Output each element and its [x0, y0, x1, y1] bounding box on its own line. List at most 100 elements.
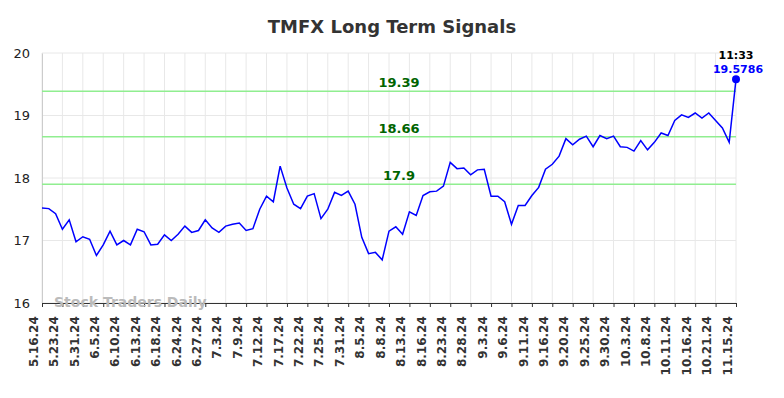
tick: 17 — [13, 233, 42, 248]
tick: 10.3.24 — [619, 303, 635, 367]
tick: 5.16.24 — [27, 303, 43, 367]
tick-mark — [593, 303, 594, 307]
time-label: 11:33 — [718, 49, 753, 62]
tick-label: 8.8.24 — [374, 316, 388, 359]
tick: 9.20.24 — [557, 303, 573, 367]
tick: 20 — [13, 46, 42, 61]
tick-label: 8.13.24 — [394, 316, 408, 367]
tick: 6.10.24 — [108, 303, 124, 367]
tick-label: 10.8.24 — [639, 316, 653, 367]
tick-label: 6.10.24 — [108, 316, 122, 367]
tick-mark — [695, 303, 696, 307]
tick: 6.24.24 — [170, 303, 186, 367]
tick-mark — [634, 303, 635, 307]
tick-label: 16 — [13, 296, 30, 311]
tick-label: 8.16.24 — [415, 316, 429, 367]
tick-mark — [716, 303, 717, 307]
tick: 8.28.24 — [455, 303, 471, 367]
tick-mark — [348, 303, 349, 307]
last-point — [732, 75, 740, 83]
tick-label: 8.23.24 — [435, 316, 449, 367]
tick: 6.5.24 — [88, 303, 104, 359]
tick-mark — [511, 303, 512, 307]
tick-mark — [246, 303, 247, 307]
tick-mark — [369, 303, 370, 307]
tick-mark — [736, 303, 737, 307]
tick: 10.21.24 — [700, 303, 716, 375]
tick-mark — [573, 303, 574, 307]
y-axis: 16 17 18 19 20 — [13, 46, 42, 311]
tick: 7.22.24 — [292, 303, 308, 367]
tick-mark — [430, 303, 431, 307]
tick-label: 7.12.24 — [251, 316, 265, 367]
tick-label: 9.30.24 — [598, 316, 612, 367]
tick-label: 9.16.24 — [537, 316, 551, 367]
tick-label: 6.27.24 — [190, 316, 204, 367]
tick: 10.16.24 — [680, 303, 696, 375]
tick-mark — [552, 303, 553, 307]
tick-mark — [654, 303, 655, 307]
tick: 7.9.24 — [231, 303, 247, 359]
tick-label: 20 — [13, 46, 30, 61]
tick-mark — [491, 303, 492, 307]
tick-mark — [307, 303, 308, 307]
tick-mark — [614, 303, 615, 307]
tick: 6.27.24 — [190, 303, 206, 367]
tick: 9.6.24 — [496, 303, 512, 359]
tick-label: 7.3.24 — [210, 316, 224, 359]
tick: 9.3.24 — [476, 303, 492, 359]
tick: 11.15.24 — [721, 303, 737, 375]
tick-label: 9.25.24 — [578, 316, 592, 367]
tick: 10.11.24 — [659, 303, 675, 375]
tick-mark — [328, 303, 329, 307]
signal-line — [42, 184, 736, 186]
signal-label: 18.66 — [378, 121, 419, 136]
tick-label: 5.23.24 — [47, 316, 61, 367]
signal-line — [42, 136, 736, 138]
signal-label: 17.9 — [383, 168, 415, 183]
tick-label: 9.20.24 — [557, 316, 571, 367]
watermark: Stock Traders Daily — [54, 294, 207, 310]
tick-label: 18 — [13, 171, 30, 186]
plot — [42, 75, 740, 260]
tick-label: 8.28.24 — [455, 316, 469, 367]
tick-label: 7.22.24 — [292, 316, 306, 367]
tick: 7.12.24 — [251, 303, 267, 367]
x-axis: 5.16.24 5.23.24 5.31.246.5.24 6.10.24 6.13.2… — [27, 303, 737, 375]
tick-label: 10.16.24 — [680, 316, 694, 375]
tick-label: 10.21.24 — [700, 316, 714, 375]
tick: 7.31.24 — [333, 303, 349, 367]
tick: 18 — [13, 171, 42, 186]
tick-label: 9.11.24 — [517, 316, 531, 367]
tick-label: 7.25.24 — [312, 316, 326, 367]
tick-label: 19 — [13, 108, 30, 123]
tick-mark — [389, 303, 390, 307]
tick: 5.23.24 — [47, 303, 63, 367]
tick-label: 6.13.24 — [129, 316, 143, 367]
tick-label: 7.31.24 — [333, 316, 347, 367]
tick: 6.18.24 — [149, 303, 165, 367]
tick: 7.17.24 — [272, 303, 288, 367]
tick-label: 5.16.24 — [27, 316, 41, 367]
tick: 5.31.24 — [68, 303, 84, 367]
tick-mark — [287, 303, 288, 307]
title: TMFX Long Term Signals — [268, 16, 516, 37]
tick-mark — [409, 303, 410, 307]
tick: 8.8.24 — [374, 303, 390, 359]
tick-label: 10.3.24 — [619, 316, 633, 367]
tick: 19 — [13, 108, 42, 123]
tick-mark — [471, 303, 472, 307]
tick-label: 7.9.24 — [231, 316, 245, 359]
tick-label: 6.24.24 — [170, 316, 184, 367]
signal-label: 19.39 — [378, 75, 419, 90]
tick-label: 10.11.24 — [659, 316, 673, 375]
tick: 9.25.24 — [578, 303, 594, 367]
tick: 8.16.24 — [415, 303, 431, 367]
tick: 9.30.24 — [598, 303, 614, 367]
tick-mark — [267, 303, 268, 307]
tick-label: 6.18.24 — [149, 316, 163, 367]
tick-label: 9.3.24 — [476, 316, 490, 359]
tick-mark — [675, 303, 676, 307]
tick: 8.23.24 — [435, 303, 451, 367]
tick: 10.8.24 — [639, 303, 655, 367]
